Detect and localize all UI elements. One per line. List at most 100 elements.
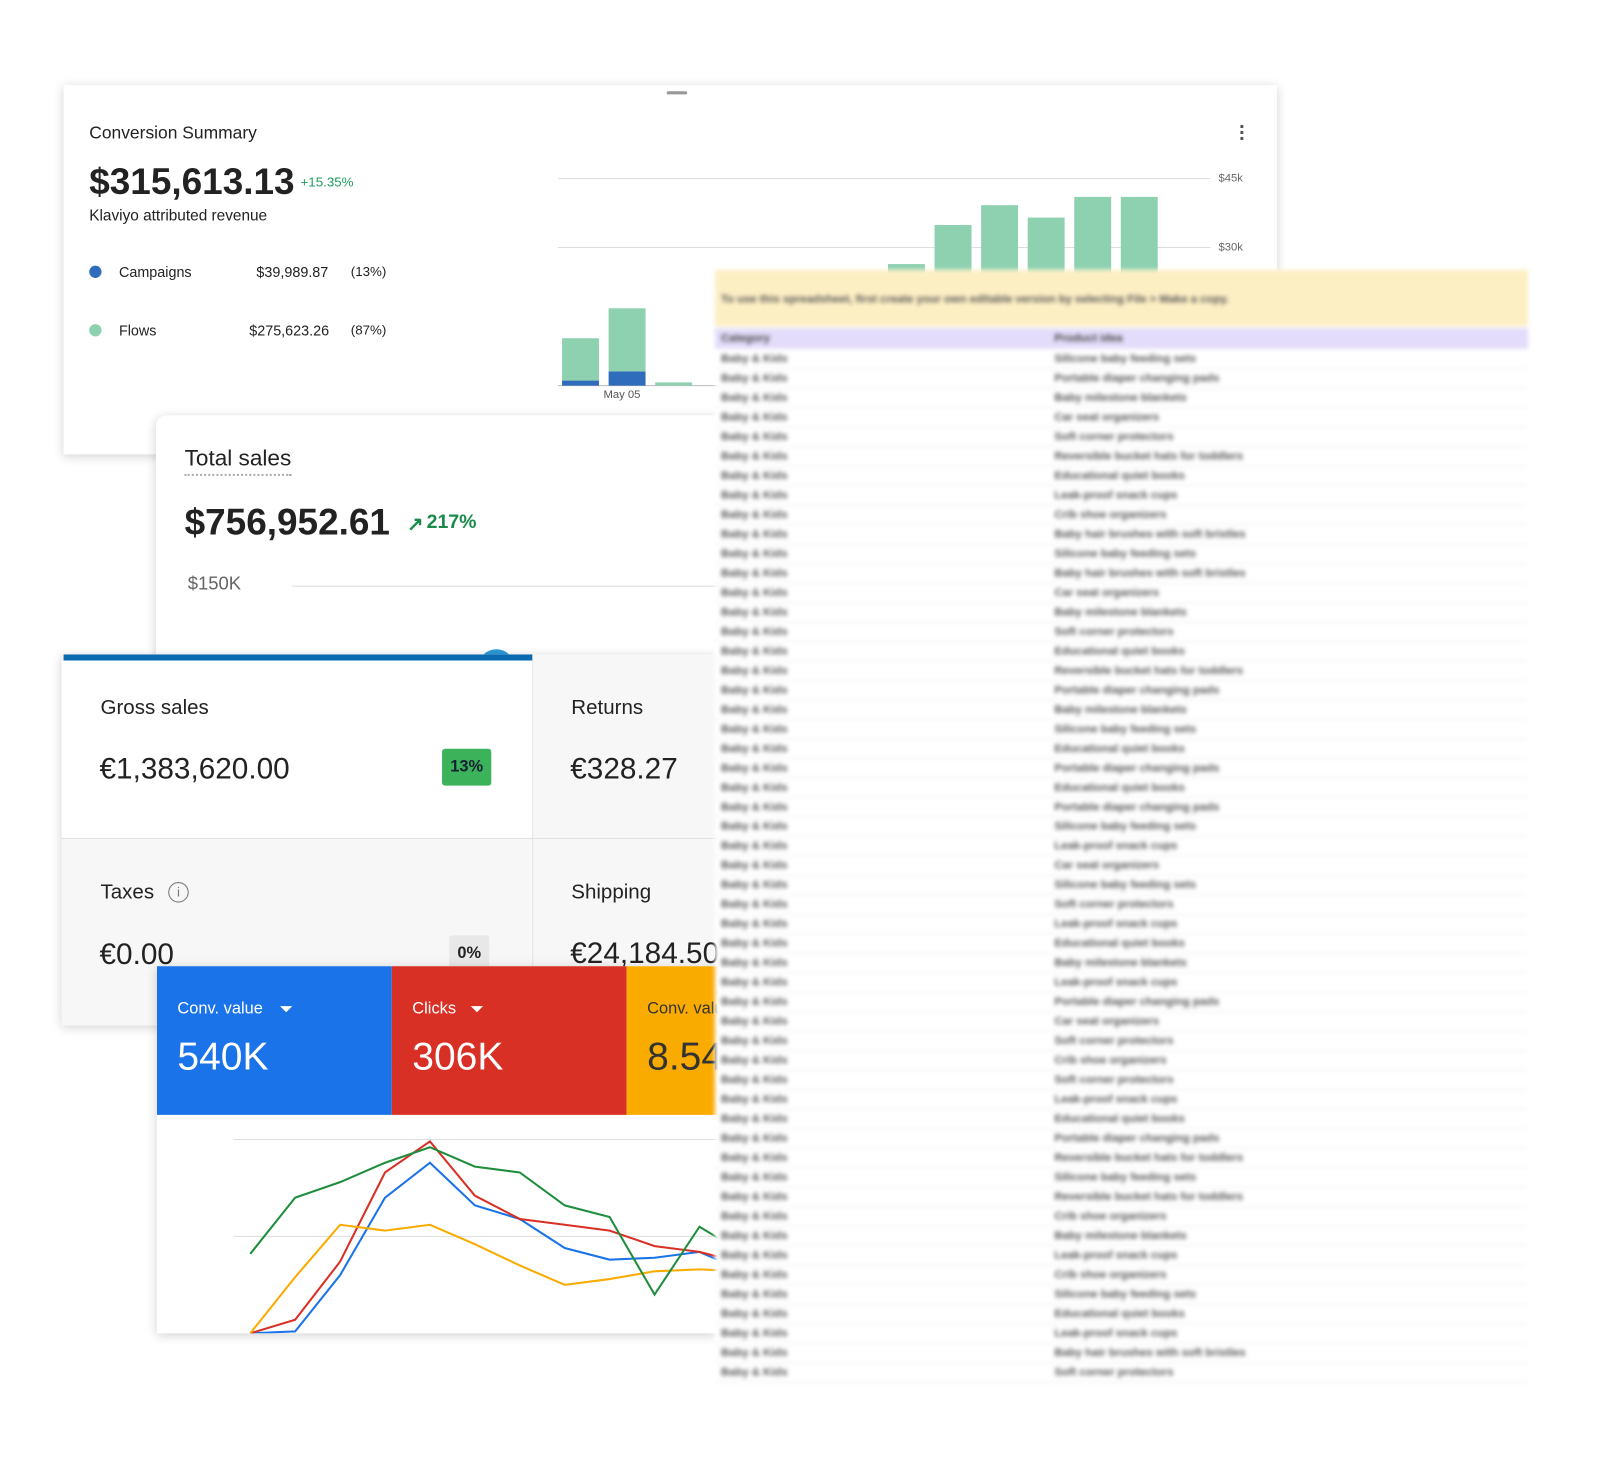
sheet-row [714, 837, 1529, 857]
metric-tile[interactable] [626, 966, 718, 1115]
cell-text: Baby & Kids [721, 547, 788, 560]
bar [608, 371, 646, 386]
series-line [250, 1161, 718, 1334]
card-title: Conversion Summary [89, 123, 257, 143]
cell-text: Baby milestone blankets [1054, 703, 1187, 716]
cell-text: Baby & Kids [721, 645, 788, 658]
cell-text: Baby & Kids [721, 391, 788, 405]
cell-text: Baby milestone blankets [1054, 1229, 1187, 1243]
sheet-row [714, 720, 1529, 740]
metric-tile[interactable] [391, 966, 627, 1115]
legend-label: Flows [118, 322, 157, 339]
sheet-row [714, 1285, 1529, 1305]
cell-text: Baby & Kids [721, 839, 788, 853]
total-value: $756,952.61 [184, 500, 390, 543]
metric-value: €24,184.50 [570, 937, 718, 971]
cell-text: Educational quiet books [1054, 937, 1185, 950]
sheet-row [714, 1266, 1529, 1286]
legend-share: (13%) [350, 263, 387, 279]
cell-text: Silicone baby feeding sets [1054, 547, 1197, 560]
metric-tile[interactable] [156, 966, 392, 1115]
menu-button[interactable]: · · · [1238, 115, 1246, 151]
sheet-row [714, 817, 1529, 837]
sheet-row [714, 389, 1529, 409]
cell-text: Silicone baby feeding sets [1054, 352, 1197, 366]
cell-text: Leak-proof snack cups [1054, 489, 1178, 502]
sheet-row [714, 1090, 1529, 1110]
sheet-row [714, 1051, 1529, 1071]
cell-text: Baby & Kids [721, 1132, 788, 1145]
cell-text: Soft corner protectors [1054, 1073, 1174, 1087]
cell-text: Baby & Kids [721, 1112, 788, 1126]
cell-text: Baby & Kids [721, 1327, 788, 1340]
grid-line [292, 585, 731, 587]
cell-text: Baby & Kids [721, 1249, 788, 1262]
bar [655, 382, 693, 386]
cell-text: Baby milestone blankets [1054, 606, 1187, 619]
cell-text: Educational quiet books [1054, 1112, 1185, 1126]
cell-text: Baby & Kids [721, 1034, 788, 1048]
cell-text: Crib shoe organizers [1054, 1210, 1167, 1223]
metric-label: Taxes [100, 881, 155, 904]
sheet-row [714, 506, 1529, 526]
sheet-row [714, 915, 1529, 935]
sheet-row [714, 681, 1529, 701]
cell-text: Baby & Kids [721, 1366, 788, 1379]
cell-text: Car seat organizers [1054, 586, 1160, 599]
active-indicator [63, 654, 533, 661]
sheet-row [714, 428, 1529, 448]
bar [608, 308, 646, 372]
info-icon[interactable]: i [168, 882, 189, 903]
cell-text: Silicone baby feeding sets [1054, 723, 1197, 736]
sheet-row [714, 1227, 1529, 1247]
metric-label: Shipping [571, 881, 652, 904]
cell-text: Soft corner protectors [1054, 430, 1174, 444]
legend-dot [89, 324, 102, 337]
sheet-row [714, 1110, 1529, 1130]
cell-text: Portable diaper changing pads [1054, 762, 1220, 775]
cell-text: Baby & Kids [721, 508, 788, 522]
cell-text: Baby & Kids [721, 1015, 788, 1028]
spreadsheet: To use this spreadsheet, first create yo… [714, 269, 1529, 1398]
legend-amount: $275,623.26 [249, 322, 330, 339]
legend-label: Campaigns [118, 263, 192, 280]
line-chart [233, 1138, 718, 1334]
x-tick-label: May 05 [603, 389, 640, 401]
change-arrow: ↗ [407, 513, 424, 536]
drag-handle[interactable] [666, 91, 688, 95]
cell-text: Baby & Kids [721, 995, 788, 1009]
sheet-row [714, 486, 1529, 506]
metric-label: Gross sales [100, 696, 209, 719]
sheet-row [714, 973, 1529, 993]
cell-text: Crib shoe organizers [1054, 508, 1167, 522]
tile-label: Conv. value / cost [647, 999, 718, 1018]
bar [562, 338, 599, 381]
cell-text: Leak-proof snack cups [1054, 839, 1178, 853]
cell-text: Silicone baby feeding sets [1054, 1288, 1197, 1301]
cell-text: Baby & Kids [721, 1073, 788, 1087]
cell-text: Portable diaper changing pads [1054, 684, 1220, 697]
cell-text: Baby & Kids [721, 1171, 788, 1184]
cell-text: Baby milestone blankets [1054, 956, 1187, 970]
notice: To use this spreadsheet, first create yo… [721, 293, 1229, 306]
cell-text: Baby & Kids [721, 742, 788, 755]
column-header: Category [721, 332, 770, 345]
metric-badge: 0% [449, 935, 490, 973]
cell-text: Baby & Kids [721, 489, 788, 502]
y-tick-label: $45k [1218, 172, 1243, 184]
cell-text: Baby & Kids [721, 430, 788, 444]
tile-value: 8.54 [647, 1035, 718, 1079]
cell-text: Baby & Kids [721, 917, 788, 931]
series-line [249, 1223, 718, 1334]
cell-text: Baby & Kids [721, 1288, 788, 1301]
column-header: Product idea [1054, 332, 1123, 345]
series-line [249, 1140, 718, 1334]
cell-text: Portable diaper changing pads [1054, 995, 1220, 1009]
cell-text: Baby & Kids [721, 762, 788, 775]
cell-text: Crib shoe organizers [1054, 1054, 1167, 1067]
cell-text: Baby & Kids [721, 859, 788, 872]
total-sales-card: Total sales $756,952.61 ↗ 217% $150K [155, 415, 731, 658]
sheet-row [714, 934, 1529, 954]
metric-cell[interactable] [533, 654, 718, 839]
